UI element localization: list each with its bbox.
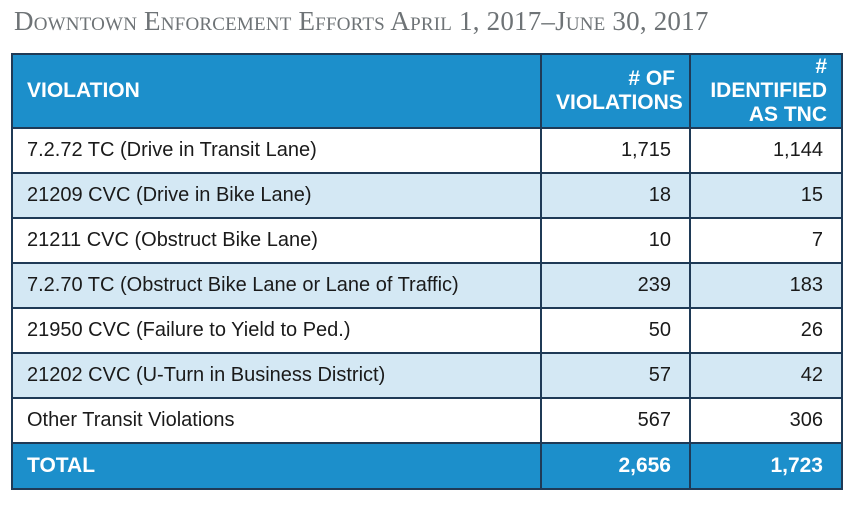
header-identified-tnc: # IDENTIFIED AS TNC xyxy=(689,53,843,129)
table-row: 21209 CVC (Drive in Bike Lane) 18 15 xyxy=(11,172,843,219)
total-label: TOTAL xyxy=(11,442,542,490)
violation-count-cell: 50 xyxy=(540,307,691,354)
violation-cell: 21202 CVC (U-Turn in Business District) xyxy=(11,352,542,399)
header-num-violations-line1: # OF xyxy=(628,67,675,90)
tnc-count-cell: 15 xyxy=(689,172,843,219)
violation-cell: 21950 CVC (Failure to Yield to Ped.) xyxy=(11,307,542,354)
tnc-count-cell: 7 xyxy=(689,217,843,264)
violation-cell: 21211 CVC (Obstruct Bike Lane) xyxy=(11,217,542,264)
tnc-count-cell: 1,144 xyxy=(689,127,843,174)
table-row: 21202 CVC (U-Turn in Business District) … xyxy=(11,352,843,399)
total-violations: 2,656 xyxy=(540,442,691,490)
violation-count-cell: 239 xyxy=(540,262,691,309)
violation-cell: 21209 CVC (Drive in Bike Lane) xyxy=(11,172,542,219)
header-identified-tnc-line2: AS TNC xyxy=(748,103,827,126)
header-num-violations: # OF VIOLATIONS xyxy=(540,53,691,129)
table-row: 7.2.70 TC (Obstruct Bike Lane or Lane of… xyxy=(11,262,843,309)
table-row: 21211 CVC (Obstruct Bike Lane) 10 7 xyxy=(11,217,843,264)
table-row: 21950 CVC (Failure to Yield to Ped.) 50 … xyxy=(11,307,843,354)
header-row: VIOLATION # OF VIOLATIONS # IDENTIFIED AS … xyxy=(11,53,843,129)
table-title: Downtown Enforcement Efforts April 1, 20… xyxy=(14,6,709,36)
violation-cell: Other Transit Violations xyxy=(11,397,542,444)
violation-cell: 7.2.72 TC (Drive in Transit Lane) xyxy=(11,127,542,174)
tnc-count-cell: 26 xyxy=(689,307,843,354)
total-tnc: 1,723 xyxy=(689,442,843,490)
table-row: 7.2.72 TC (Drive in Transit Lane) 1,715 … xyxy=(11,127,843,174)
tnc-count-cell: 306 xyxy=(689,397,843,444)
header-num-violations-line2: VIOLATIONS xyxy=(556,91,683,114)
table-row: Other Transit Violations 567 306 xyxy=(11,397,843,444)
header-violation: VIOLATION xyxy=(11,53,542,129)
tnc-count-cell: 42 xyxy=(689,352,843,399)
header-identified-tnc-line1: # IDENTIFIED xyxy=(710,55,827,102)
violation-count-cell: 567 xyxy=(540,397,691,444)
total-row: TOTAL 2,656 1,723 xyxy=(11,442,843,490)
enforcement-table: VIOLATION # OF VIOLATIONS # IDENTIFIED AS … xyxy=(11,53,843,490)
violation-count-cell: 10 xyxy=(540,217,691,264)
violation-count-cell: 57 xyxy=(540,352,691,399)
violation-count-cell: 1,715 xyxy=(540,127,691,174)
violation-cell: 7.2.70 TC (Obstruct Bike Lane or Lane of… xyxy=(11,262,542,309)
violation-count-cell: 18 xyxy=(540,172,691,219)
tnc-count-cell: 183 xyxy=(689,262,843,309)
